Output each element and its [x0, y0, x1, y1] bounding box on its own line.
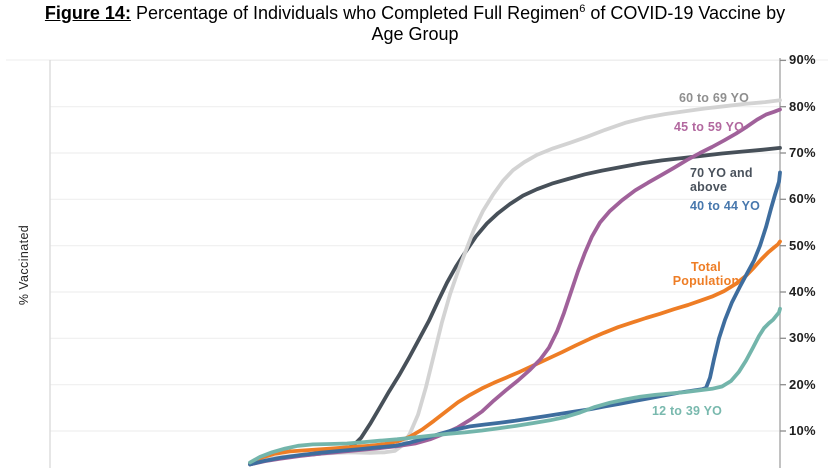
series-line-70-and-above: [248, 145, 782, 467]
figure-title: Figure 14: Percentage of Individuals who…: [0, 3, 830, 45]
figure-number-label: Figure 14:: [44, 3, 131, 23]
series-line-60-to-69: [248, 98, 782, 467]
figure-title-line1: Figure 14: Percentage of Individuals who…: [0, 3, 830, 24]
figure-title-line2: Age Group: [371, 24, 459, 44]
footnote-superscript: 6: [579, 3, 586, 15]
series-line-45-to-59: [248, 107, 782, 467]
series-line-12-to-39: [248, 306, 782, 465]
figure-title-text-tail: of COVID-19 Vaccine by: [585, 3, 786, 23]
figure-title-text: Percentage of Individuals who Completed …: [130, 3, 580, 23]
series-line-40-to-44: [248, 170, 782, 467]
series-line-total-population: [248, 239, 782, 466]
